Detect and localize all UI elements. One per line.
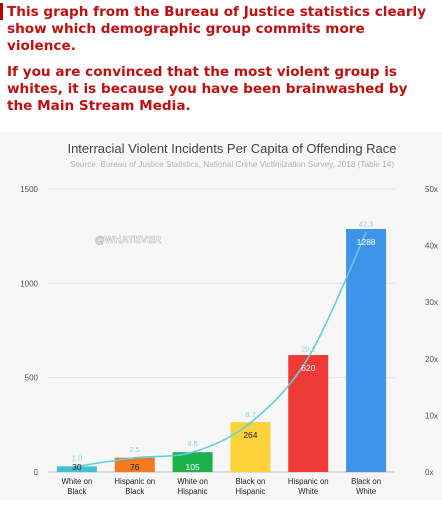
bar-value-label: 105 bbox=[185, 462, 199, 472]
x-tick-label: Black bbox=[67, 487, 86, 496]
chart-subtitle: Source: Bureau of Justice Statistics, Na… bbox=[70, 160, 394, 169]
bar-value-label: 76 bbox=[130, 462, 140, 472]
caption-paragraph-1: This graph from the Bureau of Justice st… bbox=[7, 4, 427, 54]
right-axis-tick-label: 20x bbox=[425, 355, 438, 364]
labels-layer: 30 76 105 264 620 1288 1.0 2.5 3.5 8.7 20.2 42.3 bbox=[72, 220, 376, 472]
bar-5 bbox=[288, 355, 329, 472]
x-tick-label: Black on bbox=[235, 477, 265, 486]
x-tick-label: Black on bbox=[351, 477, 381, 486]
line-value-label: 42.3 bbox=[359, 220, 374, 229]
grid-layer bbox=[48, 188, 395, 473]
right-axis-tick-label: 30x bbox=[425, 298, 438, 307]
caption-paragraph-2: If you are convinced that the most viole… bbox=[7, 64, 408, 114]
x-tick-label: White bbox=[356, 487, 376, 496]
line-value-label: 8.7 bbox=[245, 410, 255, 419]
line-value-label: 20.2 bbox=[301, 345, 316, 354]
right-axis-tick-label: 50x bbox=[425, 185, 438, 194]
left-axis-tick-label: 1000 bbox=[20, 279, 38, 288]
bar-value-label: 30 bbox=[72, 462, 82, 472]
x-tick-label: Hispanic bbox=[178, 487, 208, 496]
chart-title: Interracial Violent Incidents Per Capita… bbox=[67, 141, 396, 156]
watermark: @WHATEVER bbox=[95, 235, 162, 246]
right-axis-tick-label: 10x bbox=[425, 411, 438, 420]
x-tick-label: White on bbox=[62, 477, 93, 486]
right-axis-tick-label: 0x bbox=[425, 468, 433, 477]
line-value-label: 3.5 bbox=[187, 439, 197, 448]
chart-svg: Interracial Violent Incidents Per Capita… bbox=[20, 141, 438, 496]
line-value-label: 1.0 bbox=[72, 453, 82, 462]
left-axis-tick-label: 1500 bbox=[20, 185, 38, 194]
x-tick-label: White on bbox=[177, 477, 208, 486]
right-axis: 0x 10x 20x 30x 40x 50x bbox=[425, 185, 438, 477]
left-axis-tick-label: 500 bbox=[25, 374, 39, 383]
bar-2 bbox=[114, 457, 155, 472]
x-tick-label: Hispanic bbox=[235, 487, 265, 496]
x-tick-label: Black bbox=[125, 487, 144, 496]
x-tick-label: Hispanic on bbox=[114, 477, 155, 486]
line-value-label: 2.5 bbox=[130, 445, 140, 454]
left-axis-tick-label: 0 bbox=[34, 468, 39, 477]
bar-value-label: 264 bbox=[243, 430, 257, 440]
caption-block: This graph from the Bureau of Justice st… bbox=[0, 0, 442, 132]
x-tick-label: Hispanic on bbox=[288, 477, 329, 486]
chart-panel: Interracial Violent Incidents Per Capita… bbox=[0, 132, 442, 500]
bar-1 bbox=[56, 466, 97, 472]
bars-layer bbox=[56, 228, 387, 472]
bar-6 bbox=[346, 228, 387, 472]
bar-4 bbox=[230, 422, 271, 472]
x-tick-label: White bbox=[298, 487, 318, 496]
left-axis: 0 500 1000 1500 bbox=[20, 185, 38, 477]
caption-accent-bar bbox=[0, 3, 3, 20]
line-series bbox=[76, 232, 367, 468]
bar-value-label: 620 bbox=[301, 363, 315, 373]
line-layer bbox=[76, 232, 367, 468]
bar-3 bbox=[172, 452, 213, 472]
right-axis-tick-label: 40x bbox=[425, 242, 438, 251]
bar-value-label: 1288 bbox=[357, 237, 376, 247]
